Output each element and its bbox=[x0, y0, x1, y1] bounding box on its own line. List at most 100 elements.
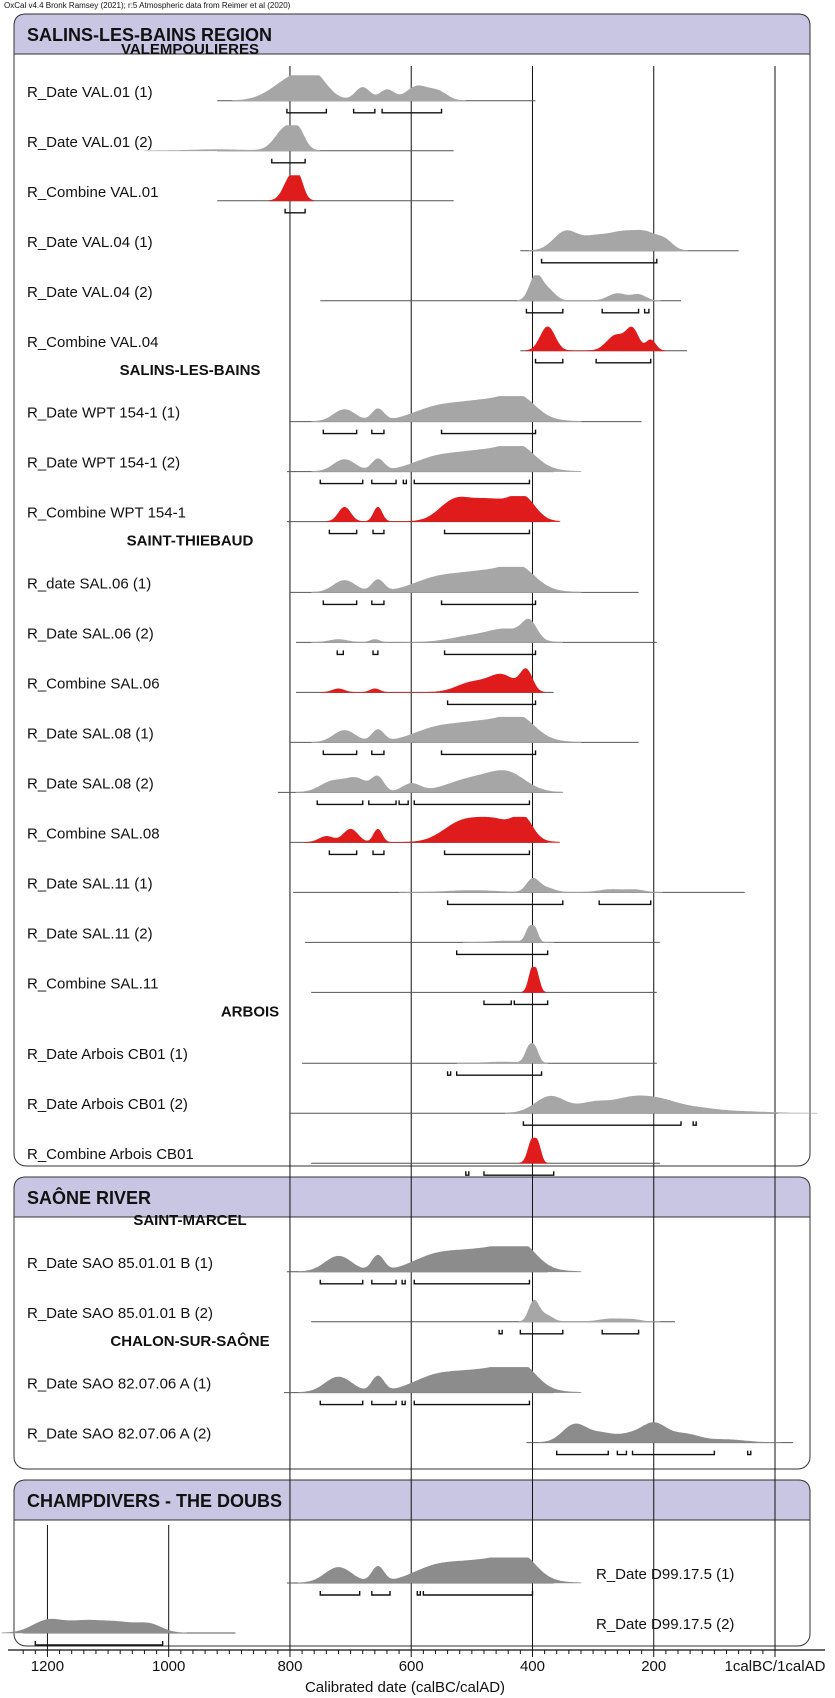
probability-density bbox=[268, 175, 315, 202]
row-label: R_Date VAL.01 (1) bbox=[27, 84, 153, 101]
probability-density bbox=[456, 1042, 549, 1064]
row-label: R_Date SAO 82.07.06 A (1) bbox=[27, 1376, 211, 1393]
hpd-range-bracket bbox=[440, 429, 537, 435]
x-axis: 1200 1000 800 600 400 200 1calBC/1calAD bbox=[8, 1649, 826, 1675]
hpd-range-bracket bbox=[446, 900, 564, 906]
hpd-range-bracket bbox=[498, 1329, 503, 1335]
header-note: OxCal v4.4 Bronk Ramsey (2021); r:5 Atmo… bbox=[4, 1, 291, 10]
hpd-range-bracket bbox=[416, 1591, 422, 1596]
probability-density bbox=[320, 668, 545, 693]
probability-density bbox=[311, 716, 582, 743]
hpd-range-bracket bbox=[540, 258, 658, 264]
hpd-range-bracket bbox=[286, 108, 328, 114]
section-header-band bbox=[13, 1176, 811, 1218]
hpd-range-bracket bbox=[271, 158, 306, 164]
hpd-range-bracket bbox=[598, 900, 652, 906]
probability-density bbox=[298, 1367, 582, 1393]
hpd-range-bracket bbox=[556, 1450, 609, 1456]
x-axis-title: Calibrated date (calBC/calAD) bbox=[305, 1679, 505, 1696]
hpd-range-bracket bbox=[534, 358, 564, 364]
x-tick-label: 600 bbox=[399, 1658, 424, 1675]
x-tick-label: 1000 bbox=[152, 1658, 185, 1675]
row-label: R_Date D99.17.5 (2) bbox=[596, 1616, 734, 1633]
probability-density bbox=[298, 1246, 582, 1273]
hpd-range-bracket bbox=[601, 1329, 640, 1335]
row-label: R_Combine Arbois CB01 bbox=[27, 1146, 194, 1163]
row-label: R_Date SAL.11 (1) bbox=[27, 875, 153, 892]
row-label: R_Combine SAL.11 bbox=[27, 975, 158, 992]
hpd-range-bracket bbox=[371, 750, 385, 756]
hpd-range-bracket bbox=[413, 479, 531, 485]
vertical-gridlines bbox=[46, 66, 776, 1650]
hpd-range-bracket bbox=[401, 1279, 406, 1285]
hpd-range-bracket bbox=[319, 1591, 361, 1596]
group-heading: ARBOIS bbox=[221, 1003, 279, 1020]
probability-density bbox=[311, 446, 582, 472]
hpd-range-bracket bbox=[372, 529, 385, 535]
hpd-range-bracket bbox=[413, 1400, 531, 1406]
row-label: R_Combine VAL.01 bbox=[27, 184, 158, 201]
hpd-range-bracket bbox=[443, 850, 531, 856]
hpd-range-bracket bbox=[402, 479, 408, 485]
hpd-range-bracket bbox=[319, 1400, 364, 1406]
row-label: R_Combine SAL.08 bbox=[27, 825, 160, 842]
hpd-range-bracket bbox=[284, 208, 306, 214]
x-tick-label: 800 bbox=[277, 1658, 302, 1675]
hpd-range-bracket bbox=[413, 800, 531, 806]
hpd-range-bracket bbox=[322, 750, 358, 756]
hpd-range-bracket bbox=[513, 1000, 549, 1006]
hpd-range-bracket bbox=[371, 600, 385, 606]
probability-density bbox=[399, 877, 663, 893]
hpd-range-bracket bbox=[519, 1329, 564, 1335]
row-label: R_Date SAL.08 (2) bbox=[27, 775, 154, 792]
hpd-range-bracket bbox=[398, 800, 409, 806]
hpd-range-bracket bbox=[455, 950, 549, 956]
hpd-range-bracket bbox=[483, 1000, 512, 1006]
hpd-range-bracket bbox=[371, 1279, 397, 1285]
probability-density bbox=[311, 618, 563, 643]
hpd-range-bracket bbox=[422, 1591, 534, 1596]
probability-density bbox=[311, 396, 582, 422]
hpd-range-bracket bbox=[368, 800, 397, 806]
row-label: R_Date SAO 85.01.01 B (2) bbox=[27, 1305, 213, 1322]
probability-density bbox=[518, 1299, 660, 1323]
probability-density bbox=[304, 816, 560, 843]
probability-density bbox=[462, 924, 554, 943]
row-label: R_Combine SAL.06 bbox=[27, 675, 160, 692]
hpd-range-bracket bbox=[319, 1279, 364, 1285]
group-heading: SALINS-LES-BAINS bbox=[120, 362, 261, 379]
section-title: SAÔNE RIVER bbox=[27, 1187, 151, 1208]
row-label: R_Date WPT 154-1 (1) bbox=[27, 405, 180, 422]
hpd-range-bracket bbox=[328, 529, 358, 535]
probability-density bbox=[521, 966, 547, 993]
hpd-range-bracket bbox=[371, 1591, 391, 1596]
hpd-range-bracket bbox=[381, 108, 443, 114]
group-heading: SAINT-MARCEL bbox=[133, 1212, 246, 1229]
probability-density bbox=[232, 75, 466, 102]
hpd-range-bracket bbox=[34, 1641, 164, 1646]
hpd-range-bracket bbox=[371, 429, 385, 435]
row-label: R_Date VAL.04 (2) bbox=[27, 284, 153, 301]
row-label: R_Date SAO 85.01.01 B (1) bbox=[27, 1255, 213, 1272]
row-label: R_Date Arbois CB01 (1) bbox=[27, 1046, 188, 1063]
hpd-range-bracket bbox=[631, 1450, 716, 1456]
row-label: R_Date VAL.01 (2) bbox=[27, 134, 153, 151]
hpd-range-bracket bbox=[455, 1071, 543, 1076]
row-label: R_Date SAL.11 (2) bbox=[27, 925, 153, 942]
x-tick-label: 200 bbox=[641, 1658, 666, 1675]
row-label: R_Date VAL.04 (1) bbox=[27, 234, 153, 251]
probability-density bbox=[519, 1137, 549, 1164]
probability-density bbox=[1, 1618, 187, 1634]
hpd-range-bracket bbox=[372, 850, 385, 856]
hpd-range-bracket bbox=[692, 1121, 697, 1126]
hpd-range-bracket bbox=[316, 800, 364, 806]
row-label: R_Date WPT 154-1 (2) bbox=[27, 455, 180, 472]
group-heading: VALEMPOULIERES bbox=[121, 41, 259, 58]
hpd-range-bracket bbox=[336, 650, 345, 656]
row-label: R_Date SAL.08 (1) bbox=[27, 725, 154, 742]
x-tick-label: 1calBC/1calAD bbox=[725, 1658, 826, 1675]
probability-density bbox=[525, 326, 666, 352]
hpd-range-bracket bbox=[483, 1171, 555, 1176]
hpd-range-bracket bbox=[446, 1071, 452, 1076]
